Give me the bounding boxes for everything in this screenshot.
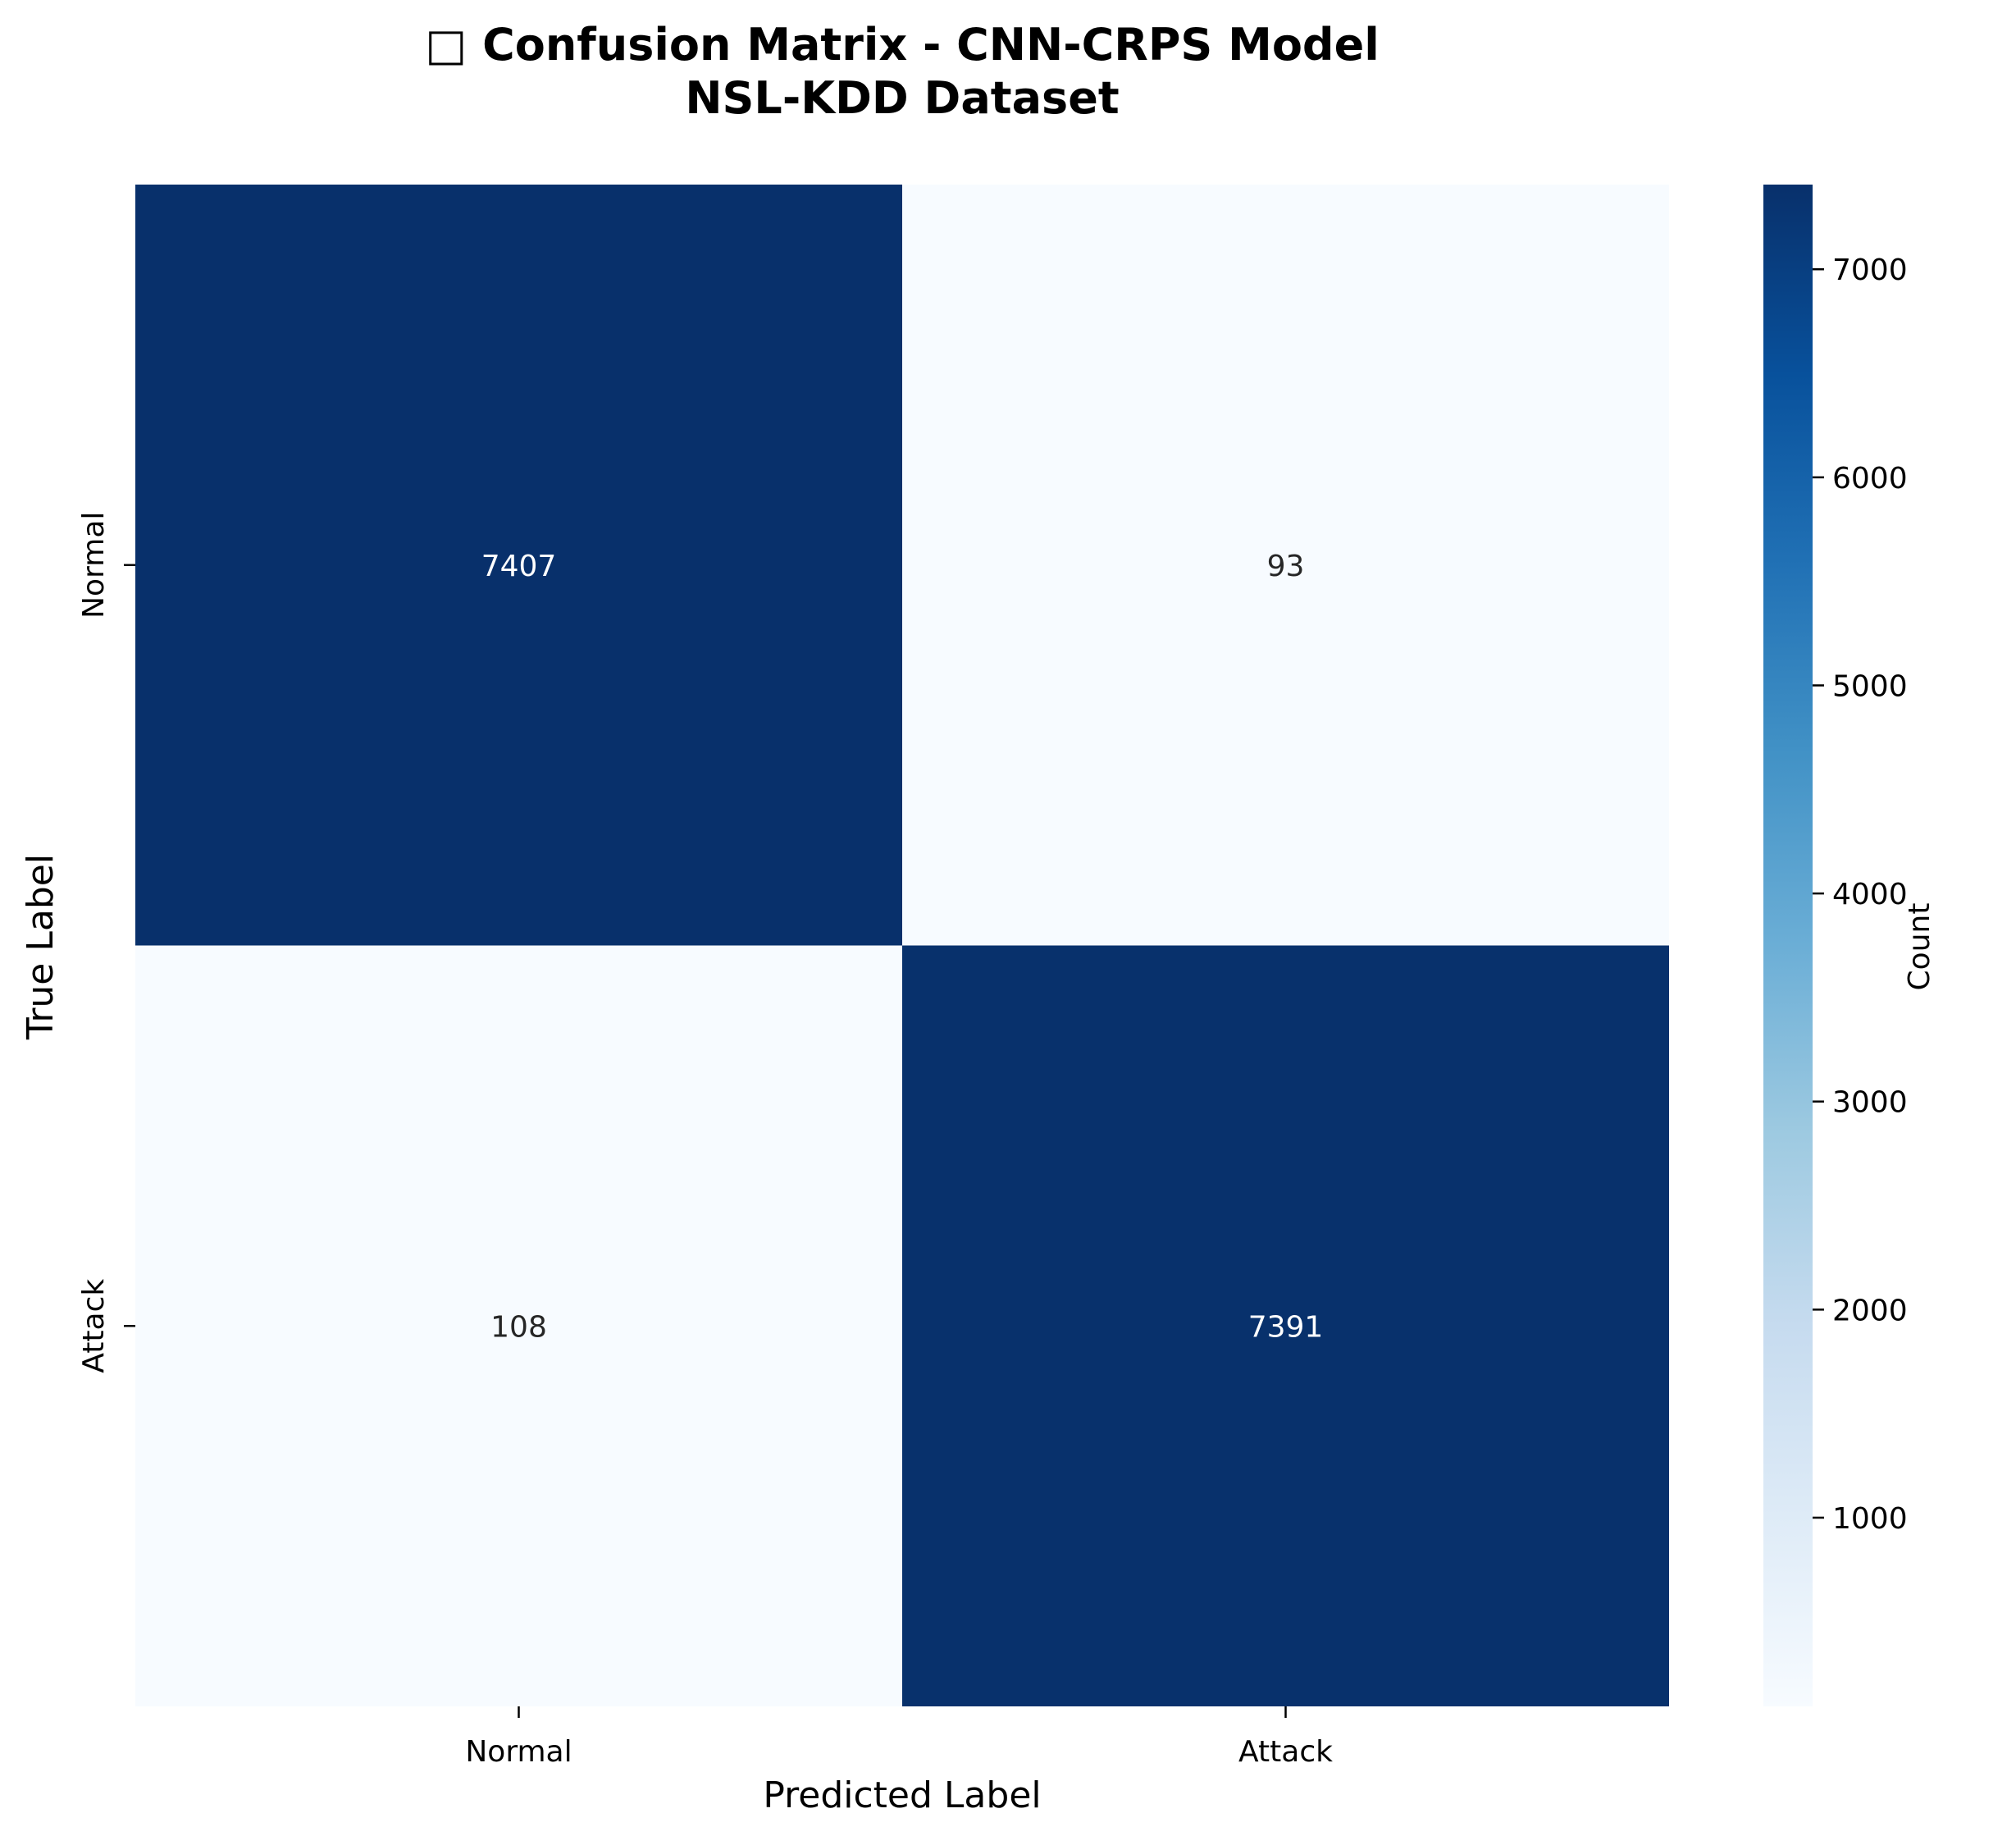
y-axis-ticks: Normal Attack xyxy=(77,512,135,1373)
cell-value-label: 7391 xyxy=(1248,1310,1324,1344)
x-axis-label: Predicted Label xyxy=(763,1774,1041,1816)
y-tick-label: Attack xyxy=(77,1279,111,1373)
chart-title-line2: NSL-KDD Dataset xyxy=(685,72,1119,124)
x-axis-ticks: Normal Attack xyxy=(465,1706,1333,1769)
heatmap-cell-attack-normal xyxy=(135,945,902,1706)
heatmap-cell-attack-attack xyxy=(902,945,1669,1706)
heatmap-cell-normal-normal xyxy=(135,185,902,946)
cell-value-label: 93 xyxy=(1267,550,1305,583)
x-tick-label: Normal xyxy=(465,1735,572,1769)
y-axis-label: True Label xyxy=(20,854,62,1040)
cell-value-label: 108 xyxy=(490,1310,547,1344)
colorbar-label: Count xyxy=(1903,903,1936,991)
colorbar-tick-label: 2000 xyxy=(1832,1294,1908,1327)
heatmap-cell-labels: 7407 93 108 7391 xyxy=(481,550,1324,1345)
colorbar-tick-label: 3000 xyxy=(1832,1086,1908,1120)
colorbar xyxy=(1763,185,1813,1706)
colorbar-ticks: 1000 2000 3000 4000 5000 6000 7000 xyxy=(1813,253,1908,1536)
colorbar-tick-label: 5000 xyxy=(1832,669,1908,703)
colorbar-tick-label: 7000 xyxy=(1832,253,1908,287)
colorbar-tick-label: 6000 xyxy=(1832,462,1908,496)
heatmap-cells xyxy=(135,185,1669,1706)
chart-title-line1: □ Confusion Matrix - CNN-CRPS Model xyxy=(425,19,1379,71)
y-tick-label: Normal xyxy=(77,512,111,619)
colorbar-tick-label: 4000 xyxy=(1832,878,1908,911)
x-tick-label: Attack xyxy=(1238,1735,1333,1769)
heatmap-cell-normal-attack xyxy=(902,185,1669,946)
cell-value-label: 7407 xyxy=(481,550,557,583)
colorbar-tick-label: 1000 xyxy=(1832,1502,1908,1536)
